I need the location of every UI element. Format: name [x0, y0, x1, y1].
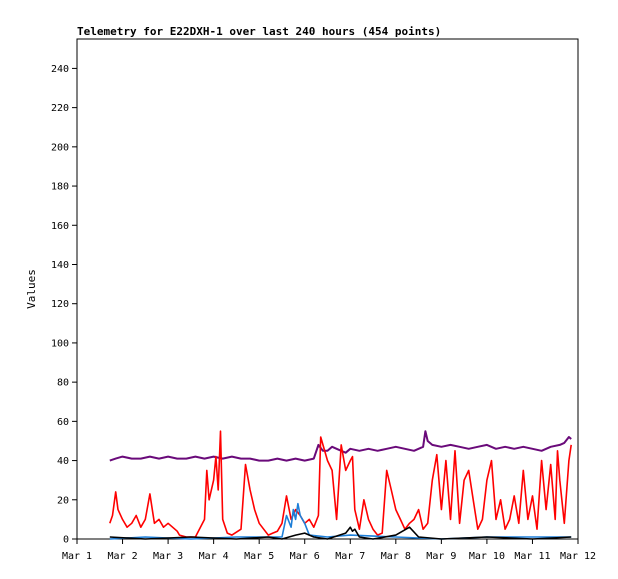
y-tick-label: 80	[57, 378, 69, 389]
x-tick-label: Mar 10	[469, 551, 505, 562]
y-axis-label: Values	[25, 269, 38, 309]
y-tick-label: 100	[51, 338, 69, 349]
chart-title: Telemetry for E22DXH-1 over last 240 hou…	[77, 25, 441, 38]
y-tick-label: 180	[51, 182, 69, 193]
plot-area	[76, 38, 579, 540]
y-tick-label: 240	[51, 64, 69, 75]
x-tick-label: Mar 3	[153, 551, 183, 562]
y-tick-label: 0	[63, 535, 69, 546]
x-tick-label: Mar 12	[560, 551, 596, 562]
y-tick-label: 20	[57, 495, 69, 506]
y-axis: 0 20 40 60 80 100 120 140 160 180 200 220 240	[51, 64, 77, 546]
y-tick-label: 160	[51, 221, 69, 232]
series-line-0	[109, 430, 572, 462]
y-tick-label: 140	[51, 260, 69, 271]
series-line-1	[109, 430, 572, 538]
x-tick-label: Mar 2	[107, 551, 137, 562]
x-tick-label: Mar 9	[426, 551, 456, 562]
y-tick-label: 120	[51, 299, 69, 310]
x-tick-label: Mar 1	[62, 551, 92, 562]
series-line-3	[109, 526, 572, 540]
x-tick-label: Mar 11	[514, 551, 550, 562]
x-tick-label: Mar 5	[244, 551, 274, 562]
series-lines	[109, 430, 572, 540]
y-tick-label: 200	[51, 142, 69, 153]
x-tick-label: Mar 8	[381, 551, 411, 562]
x-tick-label: Mar 7	[335, 551, 365, 562]
x-tick-label: Mar 4	[199, 551, 229, 562]
y-tick-label: 40	[57, 456, 69, 467]
y-tick-label: 220	[51, 103, 69, 114]
x-tick-label: Mar 6	[290, 551, 320, 562]
x-axis: Mar 1 Mar 2 Mar 3 Mar 4 Mar 5 Mar 6 Mar 7 Mar 8…	[62, 539, 596, 562]
y-tick-label: 60	[57, 417, 69, 428]
